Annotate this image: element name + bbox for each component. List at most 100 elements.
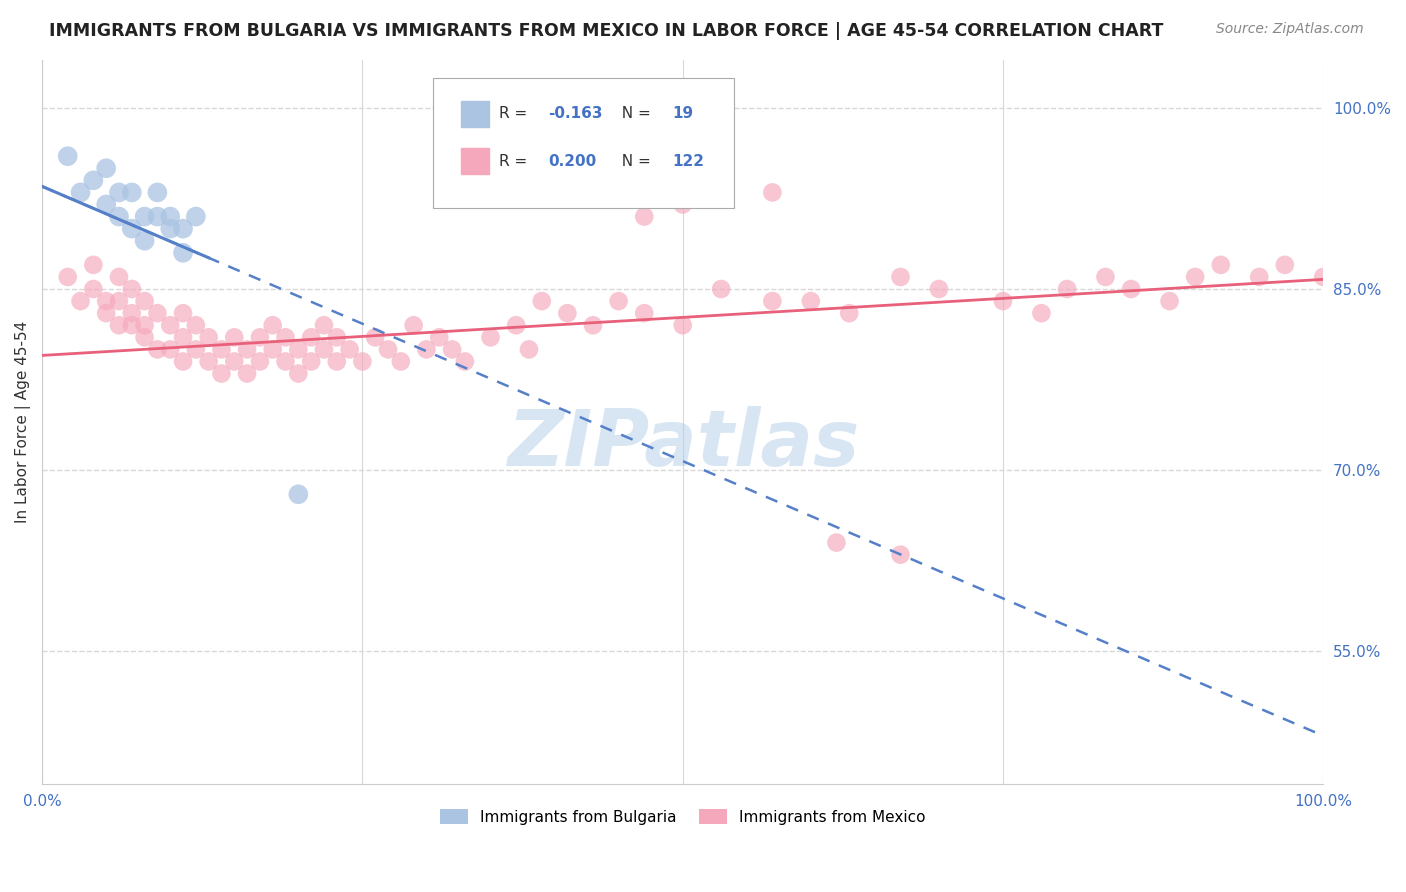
Point bbox=[134, 294, 156, 309]
Point bbox=[172, 245, 194, 260]
Point bbox=[517, 343, 540, 357]
Point bbox=[1056, 282, 1078, 296]
Point bbox=[274, 354, 297, 368]
Point bbox=[838, 306, 860, 320]
Point bbox=[121, 318, 143, 333]
Point bbox=[1312, 269, 1334, 284]
Point bbox=[339, 343, 361, 357]
Point bbox=[69, 186, 91, 200]
Point bbox=[159, 210, 181, 224]
Point bbox=[889, 269, 911, 284]
Point bbox=[326, 330, 349, 344]
Text: N =: N = bbox=[612, 106, 655, 121]
Point bbox=[146, 186, 169, 200]
Point bbox=[262, 343, 284, 357]
Point bbox=[1249, 269, 1271, 284]
Point bbox=[889, 548, 911, 562]
Point bbox=[134, 330, 156, 344]
Point bbox=[184, 343, 207, 357]
Point bbox=[633, 210, 655, 224]
Point bbox=[607, 186, 630, 200]
Point bbox=[389, 354, 412, 368]
Point bbox=[377, 343, 399, 357]
Point bbox=[761, 294, 783, 309]
Point bbox=[1119, 282, 1142, 296]
Point bbox=[1159, 294, 1181, 309]
Point bbox=[1031, 306, 1053, 320]
FancyBboxPatch shape bbox=[433, 78, 734, 208]
Text: N =: N = bbox=[612, 153, 655, 169]
Point bbox=[672, 318, 695, 333]
Point bbox=[211, 367, 233, 381]
Point bbox=[505, 318, 527, 333]
Point bbox=[172, 306, 194, 320]
Point bbox=[224, 354, 246, 368]
Point bbox=[633, 306, 655, 320]
Point bbox=[56, 269, 79, 284]
Point bbox=[121, 306, 143, 320]
Bar bbox=[461, 148, 489, 174]
Point bbox=[108, 186, 131, 200]
Point bbox=[274, 330, 297, 344]
Point bbox=[108, 294, 131, 309]
Point bbox=[402, 318, 425, 333]
Point bbox=[427, 330, 450, 344]
Point bbox=[287, 367, 309, 381]
Point bbox=[56, 149, 79, 163]
Point bbox=[287, 343, 309, 357]
Y-axis label: In Labor Force | Age 45-54: In Labor Force | Age 45-54 bbox=[15, 321, 31, 523]
Point bbox=[454, 354, 477, 368]
Point bbox=[121, 186, 143, 200]
Point bbox=[82, 173, 104, 187]
Point bbox=[352, 354, 374, 368]
Point bbox=[172, 221, 194, 235]
Point bbox=[299, 330, 322, 344]
Point bbox=[211, 343, 233, 357]
Point bbox=[991, 294, 1014, 309]
Point bbox=[249, 330, 271, 344]
Text: 122: 122 bbox=[672, 153, 704, 169]
Point bbox=[82, 258, 104, 272]
Text: ZIPatlas: ZIPatlas bbox=[506, 406, 859, 482]
Point bbox=[82, 282, 104, 296]
Point bbox=[1094, 269, 1116, 284]
Point bbox=[159, 318, 181, 333]
Point bbox=[159, 343, 181, 357]
Point bbox=[262, 318, 284, 333]
Text: R =: R = bbox=[499, 106, 533, 121]
Point bbox=[134, 234, 156, 248]
Point bbox=[299, 354, 322, 368]
Point bbox=[287, 487, 309, 501]
Point bbox=[172, 330, 194, 344]
Point bbox=[825, 535, 848, 549]
Point bbox=[172, 354, 194, 368]
Point bbox=[224, 330, 246, 344]
Point bbox=[184, 210, 207, 224]
Text: Source: ZipAtlas.com: Source: ZipAtlas.com bbox=[1216, 22, 1364, 37]
Text: R =: R = bbox=[499, 153, 533, 169]
Point bbox=[582, 318, 605, 333]
Point bbox=[146, 210, 169, 224]
Point bbox=[96, 294, 118, 309]
Point bbox=[312, 343, 335, 357]
Point bbox=[159, 221, 181, 235]
Point bbox=[607, 294, 630, 309]
Point bbox=[479, 330, 502, 344]
Point bbox=[672, 197, 695, 211]
Point bbox=[69, 294, 91, 309]
Point bbox=[96, 161, 118, 176]
Point bbox=[108, 210, 131, 224]
Point bbox=[928, 282, 950, 296]
Point bbox=[236, 343, 259, 357]
Point bbox=[134, 210, 156, 224]
Point bbox=[530, 294, 553, 309]
Point bbox=[121, 221, 143, 235]
Point bbox=[441, 343, 464, 357]
Text: IMMIGRANTS FROM BULGARIA VS IMMIGRANTS FROM MEXICO IN LABOR FORCE | AGE 45-54 CO: IMMIGRANTS FROM BULGARIA VS IMMIGRANTS F… bbox=[49, 22, 1164, 40]
Point bbox=[134, 318, 156, 333]
Bar bbox=[461, 101, 489, 127]
Point bbox=[1209, 258, 1232, 272]
Legend: Immigrants from Bulgaria, Immigrants from Mexico: Immigrants from Bulgaria, Immigrants fro… bbox=[434, 803, 932, 830]
Point bbox=[96, 306, 118, 320]
Point bbox=[197, 354, 219, 368]
